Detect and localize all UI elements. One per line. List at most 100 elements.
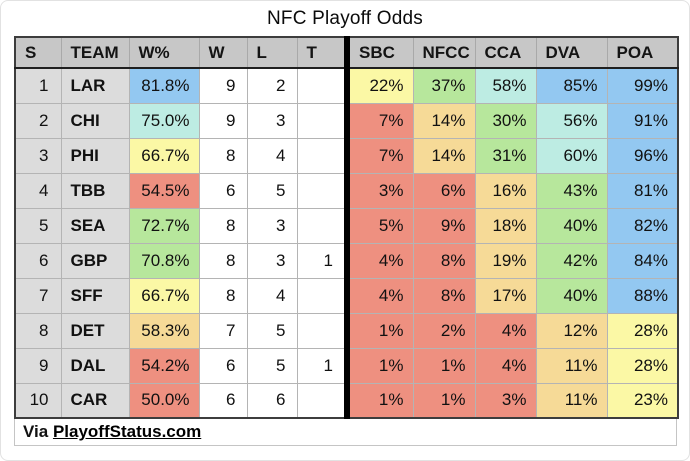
- column-header-w: W: [198, 36, 248, 69]
- column-header-poa: POA: [606, 36, 679, 69]
- cell-t: [296, 312, 348, 349]
- table-row-gbp: 6 GBP 70.8% 8 3 1 4% 8% 19% 42% 84%: [14, 242, 679, 279]
- cell-w: 8: [198, 242, 248, 279]
- cell-wpct: 75.0%: [128, 102, 200, 139]
- cell-dva: 43%: [535, 172, 608, 209]
- cell-wpct: 66.7%: [128, 277, 200, 314]
- cell-l: 4: [246, 137, 298, 174]
- cell-t: [296, 382, 348, 419]
- cell-dva: 56%: [535, 102, 608, 139]
- cell-sbc: 7%: [344, 137, 414, 174]
- cell-team: SEA: [60, 207, 130, 244]
- column-header-cca: CCA: [474, 36, 537, 69]
- table-row-det: 8 DET 58.3% 7 5 1% 2% 4% 12% 28%: [14, 312, 679, 349]
- cell-nfcc: 2%: [412, 312, 476, 349]
- cell-team: PHI: [60, 137, 130, 174]
- cell-sbc: 1%: [344, 347, 414, 384]
- cell-poa: 88%: [606, 277, 679, 314]
- cell-l: 3: [246, 207, 298, 244]
- table-row-tbb: 4 TBB 54.5% 6 5 3% 6% 16% 43% 81%: [14, 172, 679, 209]
- cell-team: TBB: [60, 172, 130, 209]
- table-row-car: 10 CAR 50.0% 6 6 1% 1% 3% 11% 23%: [14, 382, 679, 419]
- cell-dva: 40%: [535, 207, 608, 244]
- table-row-lar: 1 LAR 81.8% 9 2 22% 37% 58% 85% 99%: [14, 67, 679, 104]
- table-row-chi: 2 CHI 75.0% 9 3 7% 14% 30% 56% 91%: [14, 102, 679, 139]
- cell-seed: 10: [14, 382, 62, 419]
- column-header-l: L: [246, 36, 298, 69]
- cell-wpct: 70.8%: [128, 242, 200, 279]
- cell-nfcc: 14%: [412, 137, 476, 174]
- attribution: Via PlayoffStatus.com: [14, 419, 677, 446]
- cell-cca: 3%: [474, 382, 537, 419]
- cell-t: [296, 102, 348, 139]
- cell-cca: 4%: [474, 312, 537, 349]
- column-header-dva: DVA: [535, 36, 608, 69]
- cell-wpct: 54.2%: [128, 347, 200, 384]
- cell-nfcc: 8%: [412, 242, 476, 279]
- cell-w: 6: [198, 172, 248, 209]
- cell-wpct: 81.8%: [128, 67, 200, 104]
- cell-dva: 42%: [535, 242, 608, 279]
- cell-l: 5: [246, 172, 298, 209]
- table-row-sff: 7 SFF 66.7% 8 4 4% 8% 17% 40% 88%: [14, 277, 679, 314]
- cell-poa: 28%: [606, 347, 679, 384]
- cell-cca: 18%: [474, 207, 537, 244]
- cell-t: [296, 172, 348, 209]
- cell-sbc: 22%: [344, 67, 414, 104]
- cell-cca: 16%: [474, 172, 537, 209]
- cell-poa: 82%: [606, 207, 679, 244]
- playoffstatus-link[interactable]: PlayoffStatus.com: [52, 422, 202, 441]
- cell-seed: 3: [14, 137, 62, 174]
- cell-sbc: 7%: [344, 102, 414, 139]
- page-title: NFC Playoff Odds: [267, 7, 423, 29]
- cell-cca: 30%: [474, 102, 537, 139]
- cell-nfcc: 14%: [412, 102, 476, 139]
- cell-poa: 81%: [606, 172, 679, 209]
- table-row-sea: 5 SEA 72.7% 8 3 5% 9% 18% 40% 82%: [14, 207, 679, 244]
- cell-cca: 4%: [474, 347, 537, 384]
- column-header-sbc: SBC: [344, 36, 414, 69]
- cell-seed: 5: [14, 207, 62, 244]
- cell-sbc: 4%: [344, 277, 414, 314]
- playoff-odds-table: S TEAM W% W L T SBC NFCC CCA DVA POA 1 LAR 81.8% 9 2 22…: [14, 36, 679, 419]
- cell-l: 3: [246, 102, 298, 139]
- cell-nfcc: 1%: [412, 382, 476, 419]
- cell-t: [296, 137, 348, 174]
- cell-seed: 4: [14, 172, 62, 209]
- column-header-team: TEAM: [60, 36, 130, 69]
- cell-sbc: 3%: [344, 172, 414, 209]
- cell-wpct: 72.7%: [128, 207, 200, 244]
- cell-w: 8: [198, 277, 248, 314]
- cell-team: DAL: [60, 347, 130, 384]
- cell-cca: 58%: [474, 67, 537, 104]
- cell-poa: 23%: [606, 382, 679, 419]
- cell-w: 8: [198, 207, 248, 244]
- cell-poa: 91%: [606, 102, 679, 139]
- cell-cca: 17%: [474, 277, 537, 314]
- cell-team: CHI: [60, 102, 130, 139]
- cell-w: 6: [198, 347, 248, 384]
- cell-dva: 11%: [535, 347, 608, 384]
- cell-seed: 9: [14, 347, 62, 384]
- column-header-t: T: [296, 36, 348, 69]
- cell-nfcc: 37%: [412, 67, 476, 104]
- cell-t: 1: [296, 347, 348, 384]
- attribution-prefix: Via: [23, 422, 49, 441]
- cell-team: CAR: [60, 382, 130, 419]
- cell-dva: 11%: [535, 382, 608, 419]
- table-header-row: S TEAM W% W L T SBC NFCC CCA DVA POA: [14, 36, 679, 69]
- cell-l: 5: [246, 347, 298, 384]
- cell-wpct: 58.3%: [128, 312, 200, 349]
- table-row-dal: 9 DAL 54.2% 6 5 1 1% 1% 4% 11% 28%: [14, 347, 679, 384]
- cell-dva: 40%: [535, 277, 608, 314]
- cell-poa: 84%: [606, 242, 679, 279]
- cell-nfcc: 6%: [412, 172, 476, 209]
- cell-team: SFF: [60, 277, 130, 314]
- playoff-odds-table-container: S TEAM W% W L T SBC NFCC CCA DVA POA 1 LAR 81.8% 9 2 22…: [14, 36, 679, 419]
- cell-poa: 99%: [606, 67, 679, 104]
- cell-l: 2: [246, 67, 298, 104]
- column-header-nfcc: NFCC: [412, 36, 476, 69]
- cell-w: 6: [198, 382, 248, 419]
- cell-poa: 96%: [606, 137, 679, 174]
